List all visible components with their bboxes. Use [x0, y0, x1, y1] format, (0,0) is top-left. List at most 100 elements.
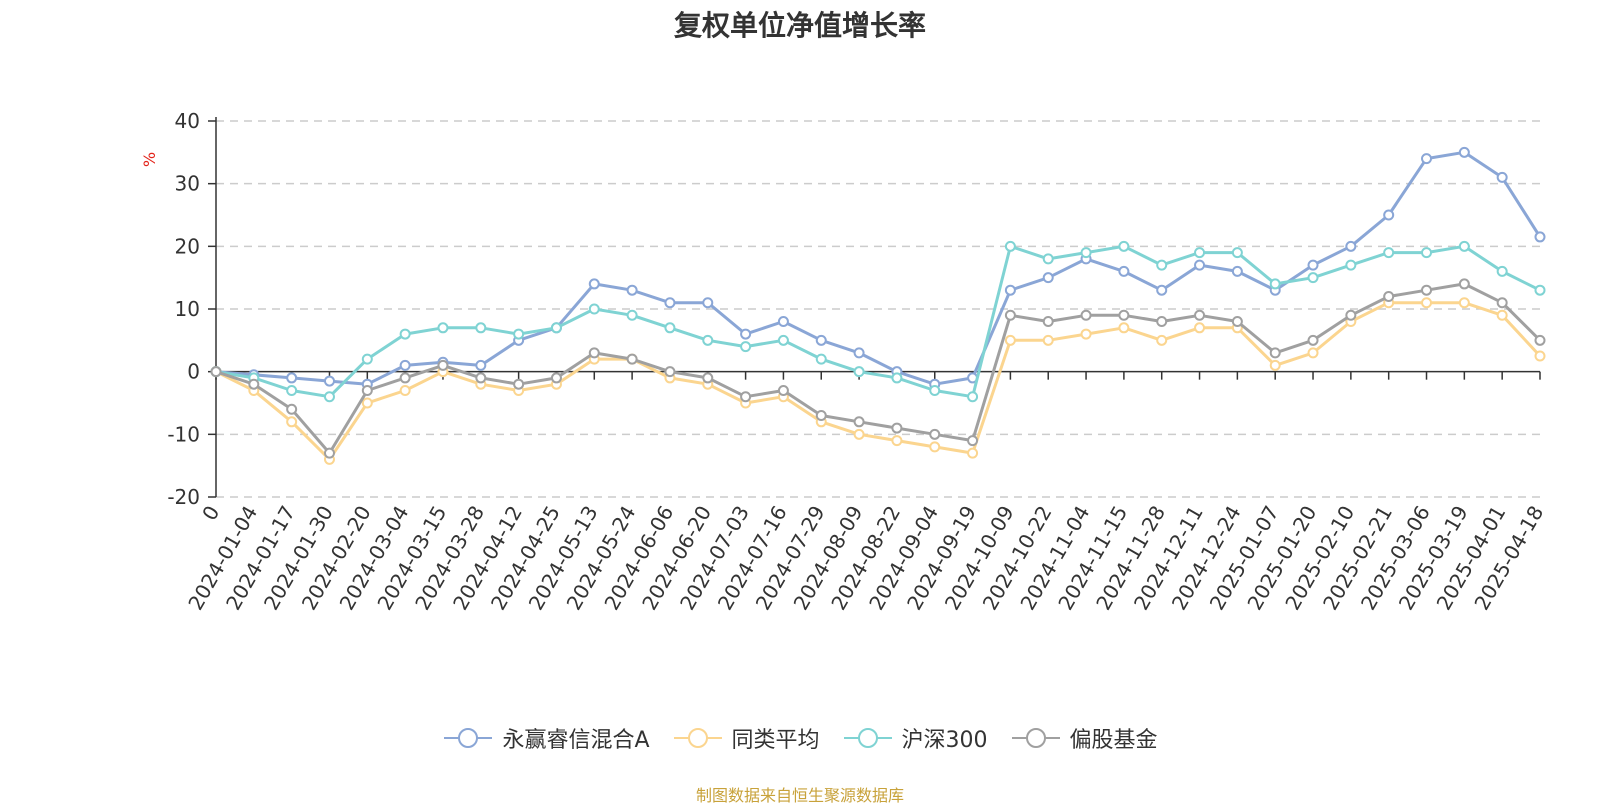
- data-point: [1118, 240, 1130, 252]
- data-point: [1042, 316, 1054, 328]
- data-point: [399, 328, 411, 340]
- data-point: [891, 435, 903, 447]
- axes: [208, 117, 1541, 498]
- data-point: [286, 416, 298, 428]
- data-point: [1042, 272, 1054, 284]
- data-point: [853, 366, 865, 378]
- data-point: [1194, 259, 1206, 271]
- data-point: [437, 359, 449, 371]
- data-point: [588, 303, 600, 315]
- series-0: [210, 146, 1546, 390]
- legend-item-peer-average[interactable]: 同类平均: [672, 722, 820, 754]
- data-point: [513, 328, 525, 340]
- legend: 永赢睿信混合A 同类平均 沪深300 偏股基金: [0, 722, 1600, 754]
- legend-marker-icon: [444, 728, 493, 748]
- data-point: [399, 372, 411, 384]
- legend-label: 偏股基金: [1069, 728, 1158, 753]
- series-line: [215, 150, 1542, 386]
- data-point: [1534, 350, 1546, 362]
- data-point: [815, 334, 827, 346]
- data-point: [437, 322, 449, 334]
- data-point: [891, 372, 903, 384]
- data-point: [929, 428, 941, 440]
- data-point: [399, 359, 411, 371]
- data-point: [248, 378, 260, 390]
- data-point: [664, 322, 676, 334]
- data-point: [1307, 259, 1319, 271]
- data-point: [1345, 240, 1357, 252]
- series-3: [210, 278, 1546, 459]
- data-point: [475, 322, 487, 334]
- data-point: [1118, 322, 1130, 334]
- data-point: [1307, 347, 1319, 359]
- data-point: [1383, 247, 1395, 259]
- data-point: [1194, 322, 1206, 334]
- data-point: [1534, 334, 1546, 346]
- data-point: [1496, 171, 1508, 183]
- data-point: [1496, 309, 1508, 321]
- data-point: [967, 391, 979, 403]
- data-point: [1383, 209, 1395, 221]
- y-tick-labels: 40 30 20 10 0 -10 -20: [167, 109, 200, 509]
- data-point: [1421, 297, 1433, 309]
- data-point: [1080, 309, 1092, 321]
- data-point: [1458, 297, 1470, 309]
- data-point: [1194, 309, 1206, 321]
- data-point: [777, 316, 789, 328]
- data-point: [815, 353, 827, 365]
- data-point: [1383, 290, 1395, 302]
- data-point: [550, 372, 562, 384]
- data-point: [1496, 297, 1508, 309]
- data-point: [1156, 334, 1168, 346]
- grid-lines: [216, 120, 1540, 498]
- y-tick-label: 40: [175, 109, 200, 133]
- legend-label: 同类平均: [731, 728, 820, 753]
- data-source-note: 制图数据来自恒生聚源数据库: [695, 786, 904, 805]
- data-point: [1458, 146, 1470, 158]
- data-point: [286, 372, 298, 384]
- x-tick-label: 0: [197, 502, 224, 525]
- data-point: [1080, 328, 1092, 340]
- data-point: [740, 391, 752, 403]
- data-point: [588, 347, 600, 359]
- y-tick-label: 20: [175, 234, 200, 258]
- legend-item-csi300[interactable]: 沪深300: [842, 722, 988, 754]
- line-chart: 40 30 20 10 0 -10 -20 02024-01-042024-01-17202…: [167, 109, 1548, 614]
- data-point: [361, 384, 373, 396]
- data-point: [475, 359, 487, 371]
- data-point: [740, 341, 752, 353]
- data-point: [323, 375, 335, 387]
- data-point: [1307, 334, 1319, 346]
- data-point: [1042, 253, 1054, 265]
- data-point: [1004, 284, 1016, 296]
- data-point: [929, 441, 941, 453]
- data-point: [1269, 359, 1281, 371]
- data-point: [475, 372, 487, 384]
- data-point: [323, 391, 335, 403]
- data-point: [1345, 309, 1357, 321]
- chart-title: 复权单位净值增长率: [673, 9, 926, 42]
- data-point: [1345, 259, 1357, 271]
- series-1: [210, 297, 1546, 465]
- series-line: [215, 282, 1542, 455]
- data-point: [1194, 247, 1206, 259]
- data-point: [286, 403, 298, 415]
- data-point: [702, 372, 714, 384]
- data-point: [1004, 309, 1016, 321]
- legend-label: 永赢睿信混合A: [502, 728, 650, 753]
- data-point: [1534, 231, 1546, 243]
- data-point: [664, 366, 676, 378]
- x-tick-labels: 02024-01-042024-01-172024-01-302024-02-2…: [183, 501, 1548, 614]
- legend-marker-icon: [843, 728, 892, 748]
- legend-item-equity-funds[interactable]: 偏股基金: [1010, 722, 1158, 754]
- data-point: [626, 353, 638, 365]
- legend-item-fund[interactable]: 永赢睿信混合A: [442, 722, 650, 754]
- legend-marker-icon: [1011, 728, 1060, 748]
- data-point: [929, 384, 941, 396]
- data-point: [1118, 309, 1130, 321]
- data-point: [702, 334, 714, 346]
- data-point: [588, 278, 600, 290]
- legend-marker-icon: [673, 728, 722, 748]
- legend-label: 沪深300: [901, 728, 988, 753]
- y-tick-label: 30: [175, 172, 200, 196]
